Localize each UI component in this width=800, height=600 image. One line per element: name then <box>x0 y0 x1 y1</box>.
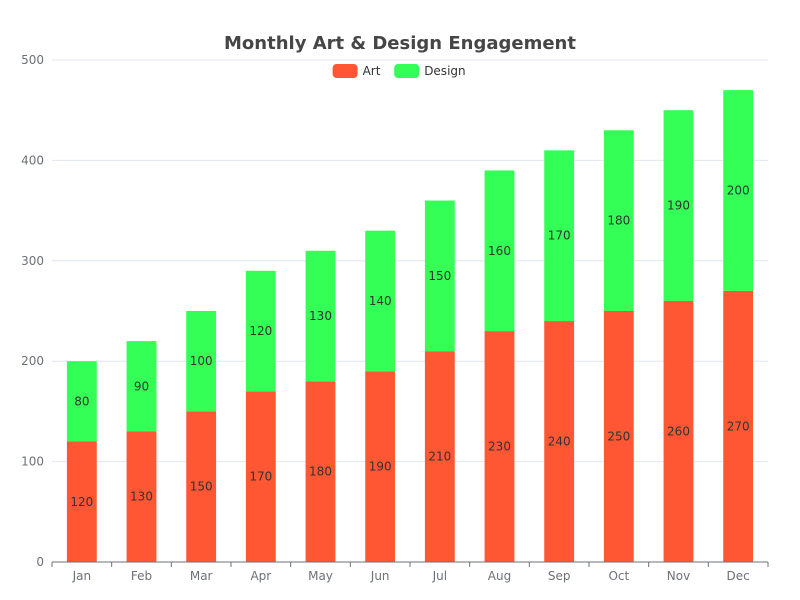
data-label: 130 <box>309 309 332 323</box>
bar-art-apr[interactable] <box>245 391 276 562</box>
bar-design-jul[interactable] <box>424 200 455 352</box>
y-tick-label: 300 <box>21 254 44 268</box>
x-tick-label: Aug <box>488 569 511 583</box>
data-label: 90 <box>134 379 149 393</box>
chart-title: Monthly Art & Design Engagement <box>224 33 576 54</box>
bar-design-mar[interactable] <box>186 311 217 412</box>
y-tick-label: 0 <box>36 555 44 569</box>
data-label: 230 <box>488 440 511 454</box>
bar-design-jun[interactable] <box>365 230 396 372</box>
legend-item-art[interactable]: Art <box>332 64 381 78</box>
y-tick-label: 200 <box>21 354 44 368</box>
bar-design-aug[interactable] <box>484 170 515 332</box>
x-tick-label: Jan <box>72 569 92 583</box>
bar-design-jan[interactable] <box>66 361 97 442</box>
x-tick-label: Nov <box>667 569 690 583</box>
data-label: 190 <box>369 460 392 474</box>
y-tick-label: 100 <box>21 455 44 469</box>
data-label: 270 <box>727 419 750 433</box>
axes: 0 100 200 300 400 500 Jan Feb Mar Apr May Jun Jul Aug… <box>21 53 769 583</box>
data-label: 120 <box>70 495 93 509</box>
data-label: 190 <box>667 199 690 213</box>
bars <box>66 90 754 562</box>
x-tick-label: Jul <box>432 569 447 583</box>
bar-art-aug[interactable] <box>484 331 515 562</box>
bar-art-may[interactable] <box>305 381 336 562</box>
x-tick-label: May <box>308 569 333 583</box>
data-label: 80 <box>74 394 89 408</box>
bar-design-apr[interactable] <box>245 270 276 392</box>
bar-design-may[interactable] <box>305 250 336 382</box>
data-label: 160 <box>488 244 511 258</box>
x-tick-label: Oct <box>608 569 629 583</box>
x-tick-label: Mar <box>190 569 213 583</box>
bar-art-jan[interactable] <box>66 441 97 562</box>
data-label: 150 <box>190 480 213 494</box>
data-label: 260 <box>667 424 690 438</box>
bar-art-mar[interactable] <box>186 411 217 562</box>
bar-art-feb[interactable] <box>126 431 157 562</box>
bar-art-jul[interactable] <box>424 351 455 562</box>
legend-swatch <box>394 64 420 78</box>
x-tick-label: Feb <box>131 569 152 583</box>
x-tick-label: Jun <box>370 569 390 583</box>
grid-lines <box>52 59 768 463</box>
data-label: 120 <box>249 324 272 338</box>
bar-design-dec[interactable] <box>723 90 754 291</box>
bar-design-nov[interactable] <box>663 110 694 301</box>
legend-label: Art <box>363 64 381 78</box>
legend-swatch <box>332 64 358 78</box>
bar-art-oct[interactable] <box>603 311 634 562</box>
y-tick-label: 500 <box>21 53 44 67</box>
data-label: 250 <box>607 430 630 444</box>
legend[interactable]: Art Design <box>332 64 466 78</box>
x-tick-label: Sep <box>548 569 571 583</box>
x-tick-label: Apr <box>250 569 271 583</box>
bar-design-feb[interactable] <box>126 341 157 432</box>
data-label: 200 <box>727 184 750 198</box>
bar-art-dec[interactable] <box>723 290 754 562</box>
legend-label: Design <box>424 64 465 78</box>
data-label: 150 <box>428 269 451 283</box>
bar-art-jun[interactable] <box>365 371 396 562</box>
data-label: 240 <box>548 435 571 449</box>
data-label: 100 <box>190 354 213 368</box>
data-label: 140 <box>369 294 392 308</box>
legend-item-design[interactable]: Design <box>394 64 466 78</box>
data-label: 170 <box>249 470 272 484</box>
data-label: 170 <box>548 229 571 243</box>
bar-design-oct[interactable] <box>603 130 634 311</box>
bar-design-sep[interactable] <box>544 150 575 322</box>
data-label: 130 <box>130 490 153 504</box>
data-label: 180 <box>309 465 332 479</box>
y-tick-label: 400 <box>21 153 44 167</box>
data-label: 180 <box>607 214 630 228</box>
bar-art-sep[interactable] <box>544 321 575 562</box>
bar-art-nov[interactable] <box>663 300 694 562</box>
x-tick-label: Dec <box>727 569 750 583</box>
data-label: 210 <box>428 450 451 464</box>
data-labels: 120 80 130 90 150 100 170 120 180 130 190 140 210 150… <box>70 184 749 509</box>
